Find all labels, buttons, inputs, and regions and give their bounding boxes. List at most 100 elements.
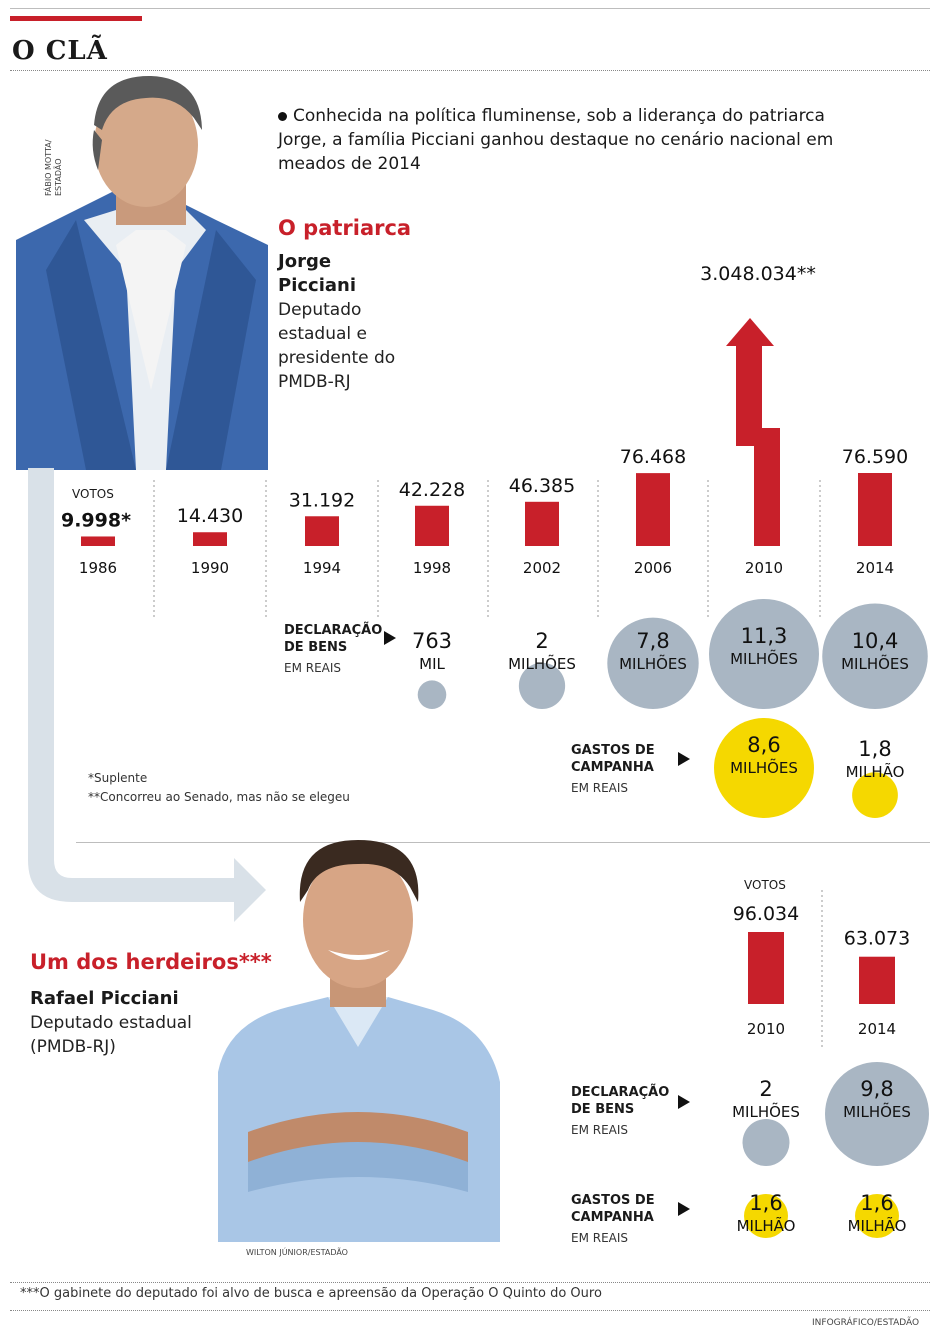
vote-bar <box>525 501 559 546</box>
heir-gastos-unit: EM REAIS <box>571 1231 629 1245</box>
patriarch-name: Jorge Picciani <box>278 250 356 298</box>
bubble-value-label: 763 <box>412 629 452 653</box>
gastos-label: GASTOS DE CAMPANHA EM REAIS <box>571 742 655 796</box>
gastos-arrow-icon <box>678 752 690 766</box>
heir-gastos-arrow-icon <box>678 1202 690 1216</box>
year-tick-label: 1986 <box>79 559 117 577</box>
bubble-value-label: 2 <box>759 1077 772 1101</box>
patriarch-section-title: O patriarca <box>278 216 412 240</box>
footnote-senado: **Concorreu ao Senado, mas não se elegeu <box>88 790 350 804</box>
jorge-photo-credit-line1: FÁBIO MOTTA/ <box>44 139 53 196</box>
jorge-photo-credit: FÁBIO MOTTA/ ESTADÃO <box>44 126 64 196</box>
vote-bar <box>415 505 449 546</box>
year-tick-label: 2014 <box>858 1020 896 1038</box>
bar-value-label: 96.034 <box>733 903 799 925</box>
title-divider <box>10 70 930 71</box>
patriarch-assets-bubbles: 763MIL2MILHÕES7,8MILHÕES11,3MILHÕES10,4M… <box>412 599 928 709</box>
rafael-photo-credit: WILTON JÚNIOR/ESTADÃO <box>246 1248 348 1257</box>
declaracao-label: DECLARAÇÃO DE BENS EM REAIS <box>284 622 382 676</box>
year-tick-label: 2006 <box>634 559 672 577</box>
value-bubble <box>742 1119 790 1166</box>
bar-value-label: 42.228 <box>399 479 465 501</box>
vote-bar <box>748 932 784 1004</box>
vote-bar <box>858 473 892 546</box>
bar-value-label: 3.048.034** <box>700 263 816 285</box>
heir-declaracao-label-line2: DE BENS <box>571 1102 635 1117</box>
value-bubble <box>855 1194 899 1238</box>
patriarch-role: Deputado estadual e presidente do PMDB-R… <box>278 298 395 394</box>
title-accent-bar <box>10 16 142 21</box>
heir-votos-label: VOTOS <box>744 878 786 892</box>
bottom-divider <box>10 1310 930 1311</box>
heir-gastos-label-line1: GASTOS DE <box>571 1193 655 1208</box>
heir-role-line2: (PMDB-RJ) <box>30 1037 116 1057</box>
patriarch-role-line1: Deputado <box>278 300 362 320</box>
value-bubble <box>825 1062 929 1166</box>
value-bubble <box>518 662 566 709</box>
patriarch-name-line1: Jorge <box>278 251 332 272</box>
bar-value-label: 63.073 <box>844 928 910 950</box>
value-bubble <box>417 680 447 709</box>
value-bubble <box>822 603 928 709</box>
value-bubble <box>709 599 819 709</box>
gastos-label-line2: CAMPANHA <box>571 760 654 775</box>
patriarch-role-line2: estadual e <box>278 324 367 344</box>
year-tick-label: 2014 <box>856 559 894 577</box>
value-bubble <box>744 1194 788 1238</box>
bubble-value-label: 9,8 <box>860 1077 893 1101</box>
heir-declaracao-label: DECLARAÇÃO DE BENS EM REAIS <box>571 1084 669 1138</box>
patriarch-votes-chart: 9.998* 1986 14.430 1990 31.192 1994 42.228 1998… <box>61 263 908 620</box>
heir-role: Deputado estadual (PMDB-RJ) <box>30 1011 192 1059</box>
year-tick-label: 2010 <box>747 1020 785 1038</box>
year-tick-label: 2010 <box>745 559 783 577</box>
page-title: O CLÃ <box>12 36 108 66</box>
votos-label: VOTOS <box>72 487 114 501</box>
heir-gastos-label: GASTOS DE CAMPANHA EM REAIS <box>571 1192 655 1246</box>
year-tick-label: 1990 <box>191 559 229 577</box>
intro-text: Conhecida na política fluminense, sob a … <box>278 104 878 176</box>
bar-arrow-joint <box>736 428 780 446</box>
declaracao-label-line2: DE BENS <box>284 640 348 655</box>
bubble-value-label: 11,3 <box>741 624 788 648</box>
bubble-value-label: 8,6 <box>747 733 780 757</box>
gastos-unit: EM REAIS <box>571 781 629 795</box>
vote-bar <box>305 516 339 546</box>
rafael-picciani-photo <box>218 832 500 1242</box>
bubble-unit-label: MILHÕES <box>730 758 798 777</box>
bar-value-label: 9.998* <box>61 509 131 531</box>
bar-value-label: 14.430 <box>177 505 243 527</box>
section-divider <box>76 842 930 843</box>
jorge-photo-credit-line2: ESTADÃO <box>54 158 63 196</box>
value-bubble <box>852 772 898 818</box>
bubble-unit-label: MILHÃO <box>848 1216 907 1235</box>
bubble-value-label: 10,4 <box>852 629 899 653</box>
bar-value-label: 31.192 <box>289 489 355 511</box>
heir-name: Rafael Picciani <box>30 988 179 1009</box>
year-tick-label: 2002 <box>523 559 561 577</box>
vote-bar <box>636 473 670 546</box>
patriarch-role-line3: presidente do <box>278 348 396 368</box>
bubble-unit-label: MILHÃO <box>846 762 905 781</box>
heir-role-line1: Deputado estadual <box>30 1013 192 1033</box>
gastos-label-line1: GASTOS DE <box>571 743 655 758</box>
heir-declaracao-arrow-icon <box>678 1095 690 1109</box>
bubble-value-label: 1,6 <box>860 1191 893 1215</box>
bubble-value-label: 1,8 <box>858 737 891 761</box>
value-bubble <box>607 617 699 709</box>
bubble-unit-label: MILHÕES <box>841 654 909 673</box>
infographic-credit: INFOGRÁFICO/ESTADÃO <box>812 1318 920 1328</box>
value-bubble <box>714 718 814 818</box>
bar-arrow-lower <box>754 428 780 546</box>
bubble-unit-label: MILHÕES <box>732 1102 800 1121</box>
patriarch-name-line2: Picciani <box>278 275 357 296</box>
bubble-unit-label: MILHÕES <box>619 654 687 673</box>
heir-connector-arrow <box>28 468 266 922</box>
jorge-picciani-photo <box>16 70 268 470</box>
heir-declaracao-label-line1: DECLARAÇÃO <box>571 1085 670 1100</box>
intro-copy: Conhecida na política fluminense, sob a … <box>278 106 834 174</box>
declaracao-arrow-icon <box>384 631 396 645</box>
year-tick-label: 1994 <box>303 559 341 577</box>
bubble-unit-label: MIL <box>419 655 445 673</box>
